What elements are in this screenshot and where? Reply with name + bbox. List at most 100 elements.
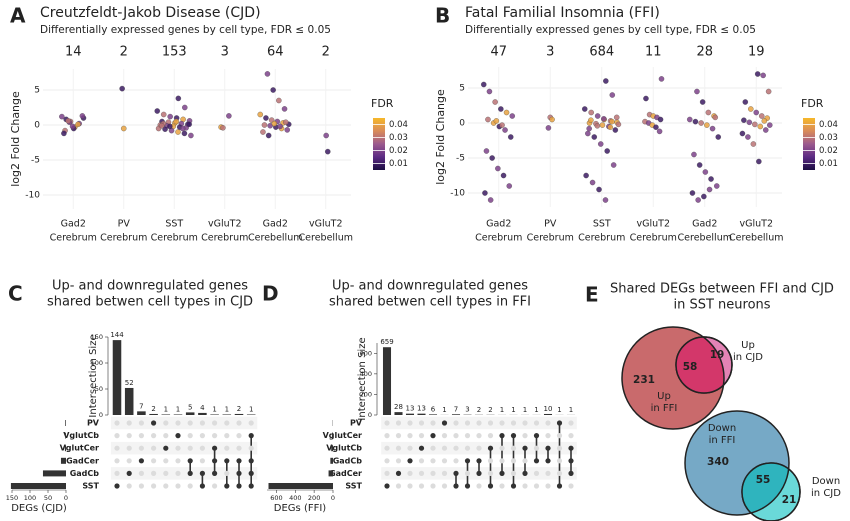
chart-title: shared betwen cell types in CJD bbox=[47, 295, 253, 310]
x-tick-label: PV bbox=[118, 219, 131, 230]
chart-title: in SST neurons bbox=[673, 298, 770, 313]
matrix-dot bbox=[533, 420, 540, 426]
matrix-dot bbox=[499, 470, 505, 476]
matrix-dot bbox=[114, 420, 120, 426]
matrix-dot bbox=[138, 445, 144, 451]
matrix-dot bbox=[224, 420, 230, 426]
x-tick-label: Cerebrum bbox=[50, 233, 97, 244]
x-tick-label: Gad2 bbox=[486, 219, 511, 230]
matrix-dot bbox=[418, 483, 425, 489]
data-point bbox=[613, 114, 620, 121]
bar-label: 1 bbox=[164, 405, 168, 413]
x-tick-label: 0 bbox=[64, 494, 68, 502]
data-point bbox=[59, 113, 65, 120]
data-point bbox=[545, 125, 552, 131]
colorbar-tick-label: 0.03 bbox=[389, 133, 408, 143]
data-point bbox=[162, 126, 168, 132]
matrix-dot bbox=[126, 433, 132, 439]
matrix-dot bbox=[384, 458, 390, 464]
matrix-dot bbox=[441, 433, 448, 439]
data-point bbox=[586, 125, 592, 132]
matrix-dot bbox=[418, 445, 425, 451]
venn-set-label: in CJD bbox=[811, 488, 841, 499]
x-tick-label: Cerebrum bbox=[475, 233, 522, 244]
chart-title: Up- and downregulated genes bbox=[332, 279, 528, 294]
count-label: 684 bbox=[589, 45, 614, 60]
data-point bbox=[694, 88, 700, 95]
bar-label: 7 bbox=[139, 402, 143, 410]
data-point bbox=[615, 121, 622, 128]
matrix-dot bbox=[430, 433, 436, 439]
chart-title: Creutzfeldt-Jakob Disease (CJD) bbox=[40, 5, 261, 21]
matrix-dot bbox=[236, 470, 242, 476]
matrix-dot bbox=[430, 445, 436, 451]
data-point bbox=[599, 122, 606, 128]
x-tick-label: Cerebrum bbox=[100, 233, 147, 244]
data-point bbox=[507, 134, 514, 140]
matrix-dot bbox=[476, 458, 482, 464]
matrix-dot bbox=[236, 483, 242, 489]
set-label: PV bbox=[87, 419, 100, 428]
matrix-dot bbox=[476, 445, 482, 451]
data-point bbox=[325, 148, 331, 155]
venn-count: 21 bbox=[782, 494, 797, 506]
data-point bbox=[752, 121, 758, 128]
matrix-dot bbox=[510, 420, 517, 426]
data-point bbox=[612, 127, 619, 133]
bar bbox=[382, 347, 392, 415]
matrix-dot bbox=[533, 433, 540, 439]
data-point bbox=[741, 117, 747, 123]
x-tick-label: vGluT2 bbox=[208, 219, 242, 230]
matrix-dot bbox=[499, 483, 505, 489]
matrix-dot bbox=[464, 458, 471, 464]
data-point bbox=[597, 141, 604, 147]
data-point bbox=[158, 122, 165, 129]
y-tick-label: -5 bbox=[456, 154, 465, 164]
data-point bbox=[282, 119, 289, 125]
matrix-dot bbox=[224, 458, 230, 464]
data-point bbox=[709, 125, 716, 132]
matrix-dot bbox=[187, 433, 193, 439]
data-point bbox=[499, 122, 505, 128]
panel-label: B bbox=[435, 4, 450, 28]
y-tick-label: 5 bbox=[459, 84, 465, 94]
data-point bbox=[594, 123, 601, 129]
matrix-dot bbox=[187, 483, 193, 489]
data-point bbox=[689, 190, 696, 196]
data-point bbox=[509, 113, 515, 119]
data-point bbox=[657, 116, 664, 123]
matrix-dot bbox=[199, 420, 205, 426]
y-axis-label: log2 Fold Change bbox=[434, 89, 447, 185]
y-tick-label: 0 bbox=[99, 411, 103, 419]
matrix-dot bbox=[441, 458, 448, 464]
matrix-dot bbox=[151, 420, 157, 426]
x-tick-label: 50 bbox=[44, 494, 52, 502]
matrix-dot bbox=[407, 483, 413, 489]
matrix-dot bbox=[163, 445, 169, 451]
data-point bbox=[485, 116, 491, 123]
data-point bbox=[653, 124, 659, 130]
matrix-dot bbox=[487, 483, 494, 489]
matrix-dot bbox=[556, 483, 563, 489]
y-tick-label: -10 bbox=[25, 191, 40, 201]
x-tick-label: Cerebrum bbox=[578, 233, 625, 244]
data-point bbox=[265, 132, 272, 139]
set-label: GadCer bbox=[66, 456, 99, 465]
data-point bbox=[687, 116, 693, 123]
data-point bbox=[588, 109, 594, 116]
y-axis-label: Intersection Size bbox=[88, 334, 99, 417]
set-label: VglutCer bbox=[323, 431, 362, 440]
set-size-bar bbox=[10, 483, 67, 489]
data-point bbox=[175, 95, 182, 102]
colorbar-tick-label: 0.03 bbox=[819, 133, 838, 143]
matrix-dot bbox=[487, 470, 494, 476]
matrix-dot bbox=[212, 483, 218, 489]
data-point bbox=[549, 116, 555, 123]
x-tick-label: SST bbox=[165, 219, 183, 230]
matrix-dot bbox=[151, 470, 157, 476]
matrix-dot bbox=[395, 470, 402, 476]
data-point bbox=[589, 179, 596, 186]
matrix-dot bbox=[453, 458, 459, 464]
matrix-dot bbox=[556, 445, 563, 451]
matrix-dot bbox=[522, 483, 528, 489]
